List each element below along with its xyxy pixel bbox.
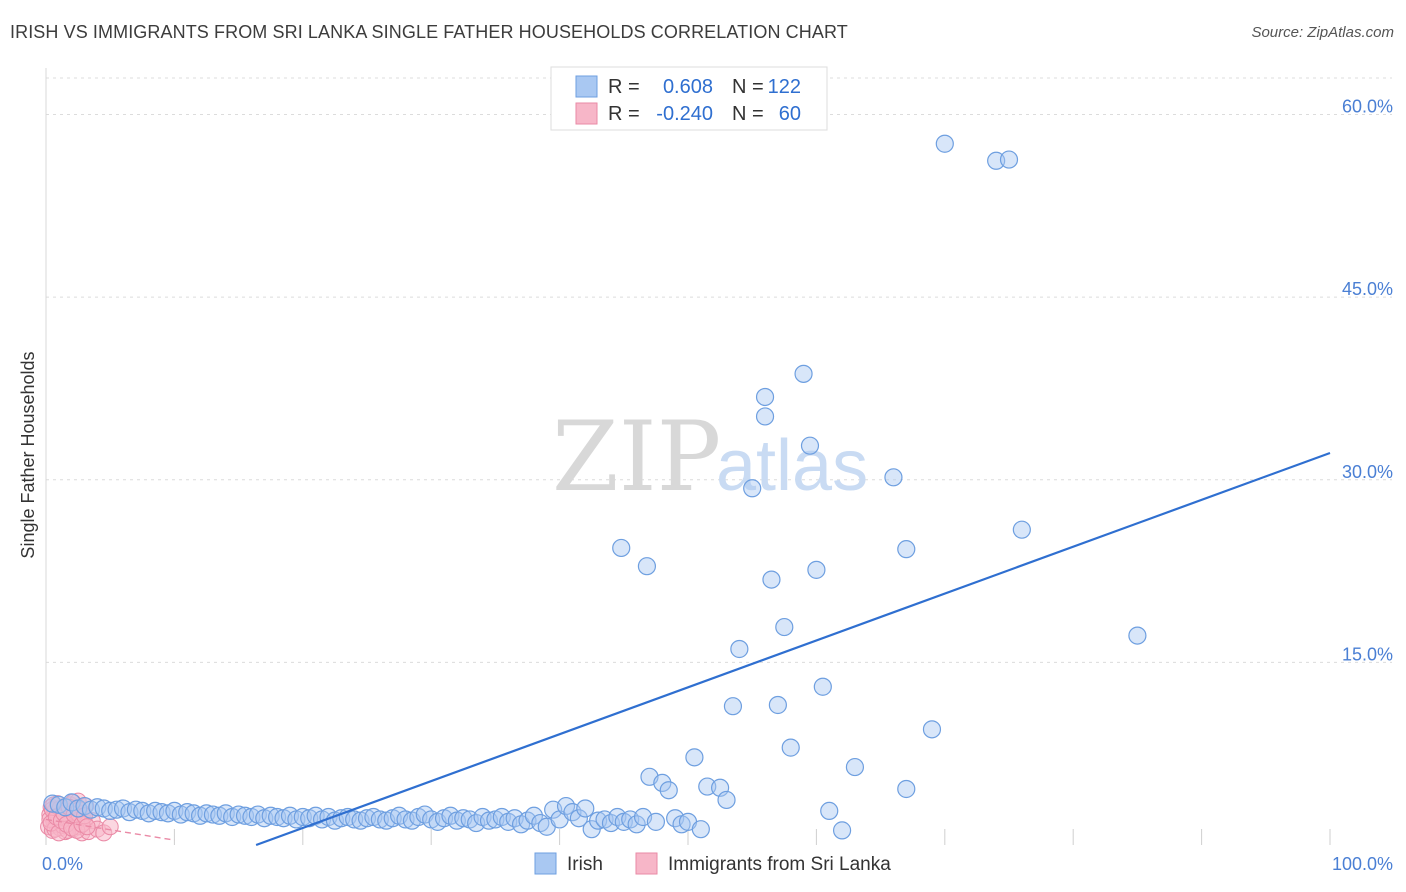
data-point-irish: [357, 809, 377, 828]
data-point-irish: [612, 538, 631, 558]
legend-n-label-sri-lanka: N =: [732, 103, 764, 125]
data-point-irish: [524, 806, 544, 825]
watermark-atlas: atlas: [716, 426, 868, 506]
legend-swatch-irish-bottom: [534, 852, 557, 875]
data-point-irish: [794, 364, 813, 383]
data-point-irish: [935, 134, 954, 153]
data-point-sri-lanka: [101, 818, 119, 836]
trendline-sri-lanka: [45, 818, 175, 841]
data-point-irish: [999, 150, 1019, 169]
watermark-zip: ZIP: [552, 401, 721, 513]
legend-r-value-sri-lanka: -0.240: [656, 103, 713, 125]
source-note: Source: ZipAtlas.com: [1251, 24, 1394, 41]
data-point-irish: [685, 748, 704, 767]
x-tick-label: 100.0%: [1332, 854, 1393, 874]
x-tick-labels: 0.0% 100.0%: [42, 854, 1393, 874]
data-point-irish: [370, 810, 389, 829]
data-point-irish: [698, 777, 717, 796]
data-point-irish: [1128, 626, 1147, 645]
data-point-irish: [293, 807, 312, 827]
trendlines: [45, 451, 1331, 847]
data-point-irish: [987, 151, 1006, 170]
data-point-irish: [832, 821, 852, 840]
data-point-irish: [569, 809, 588, 828]
data-point-irish: [897, 779, 916, 799]
legend-swatch-sri-lanka: [575, 102, 598, 125]
legend-r-value-irish: 0.608: [663, 76, 713, 98]
data-point-irish: [884, 468, 903, 487]
data-point-irish: [723, 697, 743, 716]
data-point-irish: [800, 436, 820, 455]
trendline-irish: [255, 451, 1331, 847]
legend-label-irish: Irish: [567, 854, 603, 875]
data-point-irish: [762, 570, 781, 589]
y-axis-label: Single Father Households: [18, 351, 38, 558]
data-point-irish: [345, 810, 364, 829]
x-tick-label: 0.0%: [42, 854, 83, 874]
data-point-irish: [755, 407, 775, 426]
data-point-irish: [691, 820, 710, 839]
legend-n-value-irish: 122: [768, 76, 801, 98]
data-point-irish: [897, 540, 916, 559]
data-point-irish: [820, 801, 839, 821]
legend-r-label-sri-lanka: R =: [608, 103, 640, 125]
grid: [46, 77, 1392, 663]
data-point-irish: [768, 695, 787, 715]
data-point-irish: [717, 790, 736, 810]
data-point-irish: [235, 806, 255, 825]
y-tick-label: 30.0%: [1342, 462, 1393, 482]
data-point-irish: [730, 639, 749, 659]
legend-n-value-sri-lanka: 60: [779, 103, 801, 125]
data-point-irish: [659, 781, 678, 800]
legend-n-label-irish: N =: [732, 76, 764, 98]
data-point-irish: [775, 617, 794, 637]
data-point-irish: [576, 799, 595, 818]
data-point-irish: [807, 560, 826, 579]
data-point-irish: [781, 738, 800, 757]
data-point-irish: [637, 557, 657, 576]
data-point-irish: [653, 773, 672, 793]
y-tick-label: 45.0%: [1342, 279, 1393, 299]
legend-swatch-irish: [575, 75, 598, 98]
data-point-irish: [845, 757, 865, 777]
data-point-irish: [922, 720, 942, 739]
chart-title: IRISH VS IMMIGRANTS FROM SRI LANKA SINGL…: [10, 22, 848, 42]
data-point-irish: [743, 479, 762, 498]
axes: [45, 68, 1331, 845]
watermark: ZIP atlas: [552, 401, 868, 513]
data-point-irish: [152, 803, 171, 822]
data-point-irish: [1012, 520, 1031, 539]
data-point-irish: [332, 809, 351, 828]
legend-label-sri-lanka: Immigrants from Sri Lanka: [668, 854, 891, 875]
legend-swatch-sri-lanka-bottom: [635, 852, 658, 875]
correlation-legend: R = 0.608 N = 122 R = -0.240 N = 60: [550, 66, 828, 131]
data-point-irish: [627, 815, 646, 834]
legend-r-label-irish: R =: [608, 76, 640, 98]
irish-points: [43, 134, 1147, 840]
y-tick-label: 15.0%: [1342, 644, 1393, 664]
series-legend: Irish Immigrants from Sri Lanka: [534, 852, 891, 875]
data-point-irish: [203, 805, 223, 824]
data-point-irish: [813, 677, 832, 696]
y-tick-label: 60.0%: [1342, 97, 1393, 117]
y-tick-labels: 15.0% 30.0% 45.0% 60.0%: [1342, 97, 1393, 665]
data-point-irish: [755, 387, 775, 407]
data-point-irish: [268, 807, 287, 827]
data-point-irish: [646, 812, 666, 831]
